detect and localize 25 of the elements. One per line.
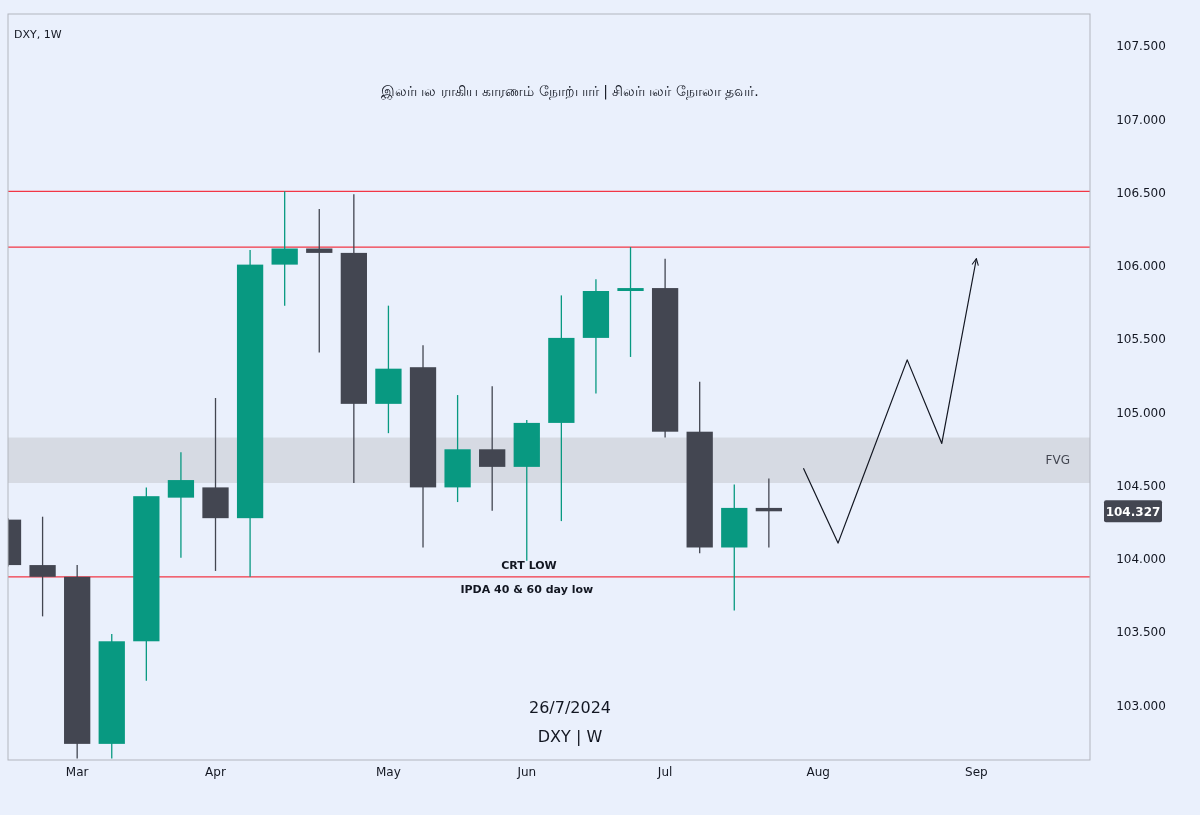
annotation: IPDA 40 & 60 day low xyxy=(460,582,594,596)
text: DXY, 1W xyxy=(14,28,62,41)
ref-line-label: CRT LOW xyxy=(501,558,557,572)
y-tick-label: 105.000 xyxy=(1116,405,1166,420)
y-tick-label: 103.500 xyxy=(1116,625,1166,640)
annotation: DXY | W xyxy=(537,727,603,746)
text: 104.327 xyxy=(1105,505,1161,520)
x-tick-label: Apr xyxy=(205,765,226,779)
y-tick-label: 107.000 xyxy=(1116,112,1166,127)
x-tick-label: May xyxy=(376,765,401,779)
y-tick-label: 104.500 xyxy=(1116,478,1166,493)
y-tick-label: 105.500 xyxy=(1116,332,1166,347)
text: இலர்பல ராகிய காரணம் நோற்பார் | சிலர்பலர் நோலா தவர். xyxy=(381,83,759,100)
x-tick-label: Aug xyxy=(806,765,830,779)
x-tick-label: Sep xyxy=(965,765,988,779)
y-tick-label: 104.000 xyxy=(1116,552,1166,567)
annotation: 26/7/2024 xyxy=(528,698,612,717)
x-tick-label: Jun xyxy=(516,765,537,779)
band-label: FVG xyxy=(1045,453,1070,468)
y-tick-label: 107.500 xyxy=(1116,39,1166,54)
y-tick-label: 106.000 xyxy=(1116,259,1166,274)
x-tick-label: Jul xyxy=(656,765,673,779)
x-tick-label: Mar xyxy=(65,765,89,779)
y-tick-label: 103.000 xyxy=(1116,698,1166,713)
y-tick-label: 106.500 xyxy=(1116,185,1166,200)
